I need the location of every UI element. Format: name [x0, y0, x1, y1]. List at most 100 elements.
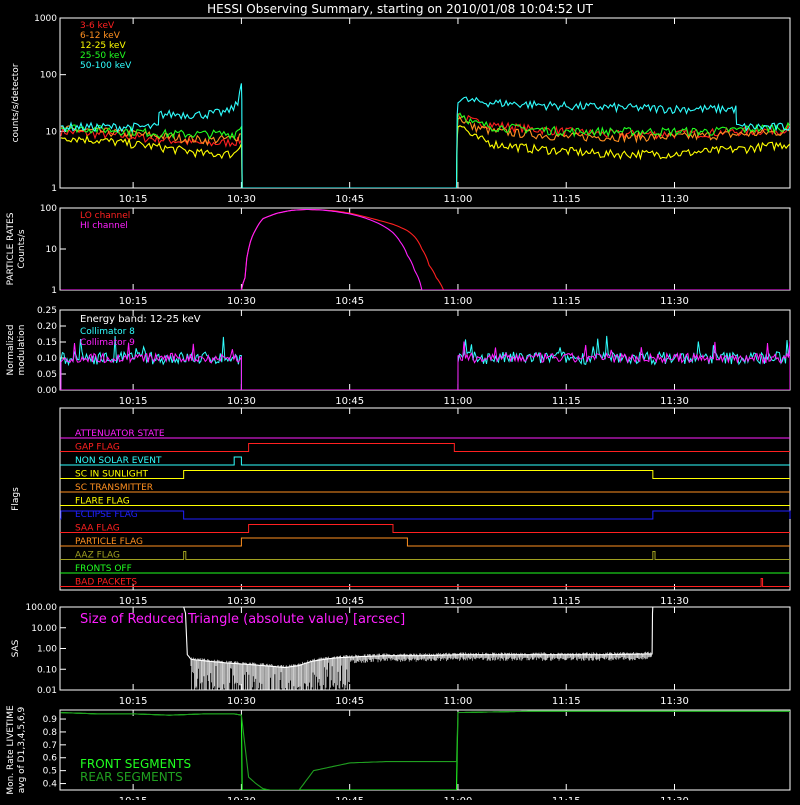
y-tick-label: 10 — [46, 245, 58, 255]
legend-entry: 6-12 keV — [80, 31, 121, 41]
flag-label: AAZ FLAG — [75, 551, 120, 561]
series-line — [60, 83, 790, 188]
time-tick-label: 10:15 — [119, 696, 148, 707]
time-tick-label: 10:30 — [227, 596, 256, 607]
y-tick-label: 100 — [40, 204, 57, 214]
flag-label: SAA FLAG — [75, 524, 120, 534]
series-line — [60, 116, 790, 188]
series-line — [60, 710, 790, 790]
time-tick-label: 11:30 — [660, 396, 689, 407]
legend-entry: 12-25 keV — [80, 41, 126, 51]
flag-label: SC IN SUNLIGHT — [75, 470, 149, 480]
y-axis-label: Mon. Rate LIVETIME — [6, 705, 16, 795]
series-line — [60, 125, 790, 188]
flag-label: BAD PACKETS — [75, 578, 137, 588]
legend-entry: HI channel — [80, 221, 128, 231]
time-tick-label: 10:45 — [335, 296, 364, 307]
count-rates-series — [60, 83, 790, 188]
flag-label: NON SOLAR EVENT — [75, 456, 162, 466]
time-tick-label: 11:15 — [552, 596, 581, 607]
y-tick-label: 0.10 — [37, 354, 57, 364]
flag-line — [60, 537, 790, 547]
modulation-series — [60, 335, 790, 390]
flags-frame — [59, 407, 791, 591]
flag-label: ATTENUATOR STATE — [75, 429, 165, 439]
flag-line — [60, 456, 790, 466]
time-tick-label: 11:30 — [660, 296, 689, 307]
y-axis-label: modulation — [17, 325, 27, 376]
y-tick-label: 0.20 — [37, 322, 57, 332]
flag-line — [60, 578, 790, 587]
y-tick-label: 100.00 — [26, 603, 58, 613]
sas-series — [183, 607, 654, 690]
series-line — [60, 208, 790, 290]
y-tick-label: 10 — [46, 127, 58, 137]
y-tick-label: 1 — [51, 286, 57, 296]
time-tick-label: 11:15 — [552, 796, 581, 800]
legend-entry: 25-50 keV — [80, 51, 126, 61]
time-tick-label: 11:15 — [552, 296, 581, 307]
time-tick-label: 10:30 — [227, 296, 256, 307]
y-tick-label: 1.00 — [37, 645, 57, 655]
figure-title: HESSI Observing Summary, starting on 201… — [207, 2, 593, 16]
time-tick-label: 10:30 — [227, 796, 256, 800]
time-tick-label: 10:15 — [119, 396, 148, 407]
flag-line — [60, 551, 790, 560]
time-tick-label: 10:45 — [335, 194, 364, 205]
modulation-panel: 10:15 10:30 10:45 11:00 11:15 11:30 Normalized… — [6, 306, 791, 407]
time-tick-label: 11:00 — [444, 796, 473, 800]
series-line — [60, 341, 790, 390]
flag-label: FLARE FLAG — [75, 497, 130, 507]
time-tick-label: 10:45 — [335, 396, 364, 407]
count-rates-panel: 10:15 10:30 10:45 11:00 11:15 11:30 counts/s/d… — [11, 14, 791, 205]
y-tick-label: 0.10 — [37, 665, 57, 675]
sas-annotation: Size of Reduced Triangle (absolute value… — [80, 612, 405, 627]
y-tick-label: 0.9 — [43, 715, 58, 725]
y-axis-label: counts/s/detector — [11, 63, 21, 142]
y-tick-label: 0.8 — [43, 728, 58, 738]
time-tick-label: 11:00 — [444, 596, 473, 607]
y-tick-label: 0.25 — [37, 306, 57, 316]
y-axis-label: Flags — [11, 487, 21, 511]
series-line — [60, 112, 790, 188]
y-tick-label: 10.00 — [31, 624, 57, 634]
time-tick-label: 10:45 — [335, 796, 364, 800]
time-tick-label: 10:15 — [119, 296, 148, 307]
time-tick-label: 10:15 — [119, 194, 148, 205]
y-tick-label: 0.5 — [43, 767, 57, 777]
y-tick-label: 0.00 — [37, 386, 57, 396]
particle-rates-panel: 10:15 10:30 10:45 11:00 11:15 11:30 PARTICLE R… — [6, 204, 791, 307]
time-tick-label: 11:00 — [444, 696, 473, 707]
time-tick-label: 10:15 — [119, 596, 148, 607]
particle-rates-series — [60, 208, 790, 290]
y-tick-label: 1000 — [34, 14, 57, 24]
time-tick-label: 11:15 — [552, 696, 581, 707]
sas-panel: 10:15 10:30 10:45 11:00 11:15 11:30 SAS 0.01 0.1… — [11, 603, 791, 707]
y-axis-label: PARTICLE RATES — [6, 212, 16, 285]
time-tick-label: 10:30 — [227, 194, 256, 205]
time-tick-label: 10:45 — [335, 596, 364, 607]
flag-label: ECLIPSE FLAG — [75, 510, 138, 520]
legend-entry: Collimator 8 — [80, 327, 135, 337]
time-tick-label: 11:30 — [660, 596, 689, 607]
y-tick-label: 0.15 — [37, 338, 57, 348]
y-axis-label: Counts/s — [17, 229, 27, 268]
y-tick-label: 0.4 — [43, 780, 58, 790]
time-tick-label: 11:30 — [660, 796, 689, 800]
sas-noise — [190, 651, 652, 690]
energy-band-label: Energy band: 12-25 keV — [80, 314, 201, 325]
time-tick-label: 10:15 — [119, 796, 148, 800]
legend-entry: Collimator 9 — [80, 338, 135, 348]
time-tick-label: 11:30 — [660, 194, 689, 205]
y-tick-label: 0.7 — [43, 741, 57, 751]
time-tick-label: 11:00 — [444, 296, 473, 307]
time-tick-label: 11:15 — [552, 194, 581, 205]
time-tick-label: 11:15 — [552, 396, 581, 407]
flag-label: GAP FLAG — [75, 443, 120, 453]
flags-panel: 10:15 10:30 10:45 11:00 11:15 11:30 Flags ATTEN… — [11, 407, 791, 607]
y-axis-label: avg of D1,3,4,5,6,9 — [17, 706, 27, 793]
legend-entry: 3-6 keV — [80, 21, 115, 31]
flag-line — [60, 510, 791, 520]
